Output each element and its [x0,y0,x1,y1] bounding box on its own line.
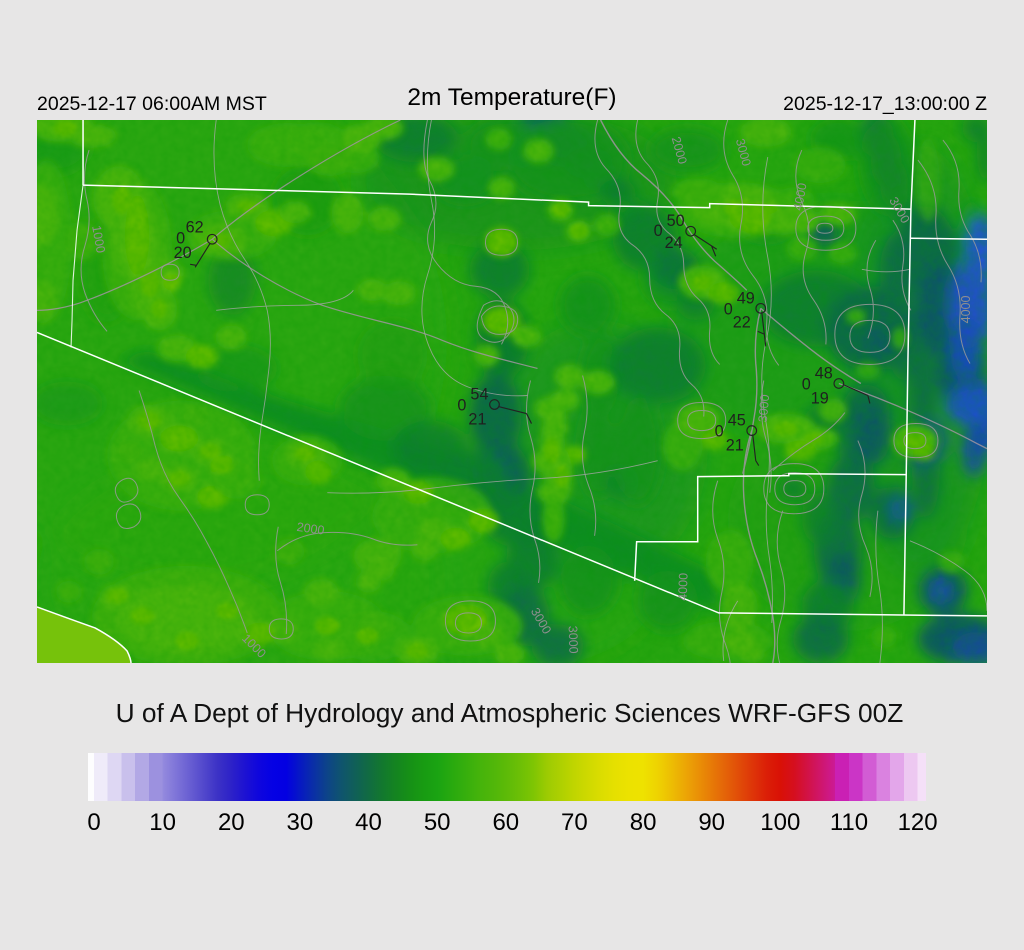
svg-text:3000: 3000 [756,394,772,423]
svg-text:4000: 4000 [959,296,973,324]
svg-text:0: 0 [176,230,185,248]
svg-text:1000: 1000 [89,224,108,254]
svg-text:0: 0 [802,375,811,393]
svg-text:3000: 3000 [566,626,581,654]
svg-text:0: 0 [724,300,733,318]
svg-text:0: 0 [715,423,724,441]
svg-text:0: 0 [457,397,466,415]
svg-text:21: 21 [468,411,486,429]
svg-text:0: 0 [654,222,663,240]
svg-text:62: 62 [186,219,204,237]
svg-text:19: 19 [811,390,829,408]
svg-text:3000: 3000 [733,137,754,168]
svg-text:22: 22 [733,313,751,331]
svg-text:4000: 4000 [791,182,810,212]
svg-text:45: 45 [728,412,746,430]
svg-text:50: 50 [667,212,685,230]
svg-text:20: 20 [174,244,192,262]
svg-text:48: 48 [815,364,833,382]
svg-text:24: 24 [665,234,683,252]
svg-text:49: 49 [737,289,755,307]
svg-text:54: 54 [470,386,488,404]
svg-text:2000: 2000 [296,520,326,538]
svg-text:2000: 2000 [669,135,690,166]
svg-text:4000: 4000 [676,573,691,601]
svg-text:21: 21 [726,437,744,455]
